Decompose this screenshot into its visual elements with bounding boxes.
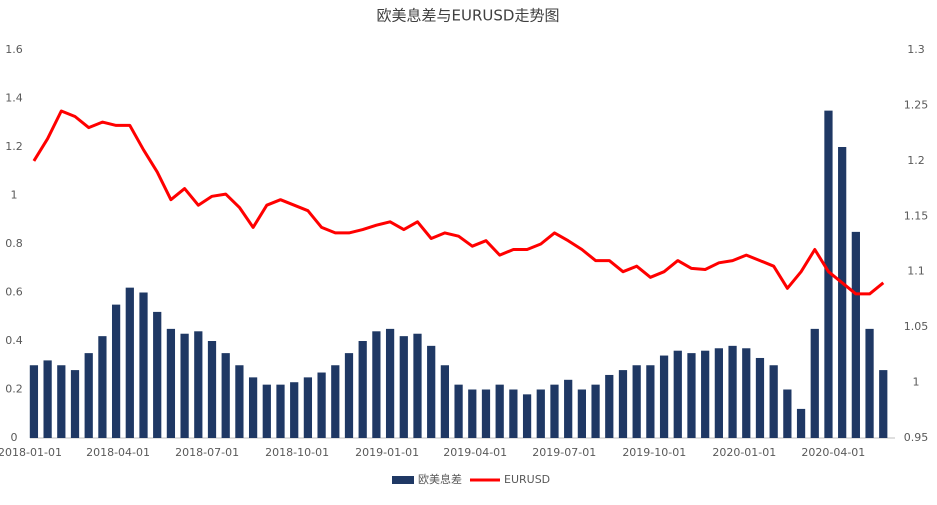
bar [851,231,860,438]
bar [481,389,491,438]
bar [646,365,655,438]
x-tick-label: 2019-07-01 [532,446,596,459]
bar [111,304,121,438]
x-tick-label: 2019-01-01 [355,446,419,459]
y2-tick-label: 1.15 [904,209,929,222]
bar [317,372,326,438]
bar [659,355,669,438]
line [32,109,885,296]
bar [262,384,271,438]
bar [98,336,107,438]
bar [714,348,723,438]
y-tick-label: 0 [11,431,18,444]
bar [139,292,148,438]
y2-tick-label: 1.1 [907,265,925,278]
bar [70,370,80,438]
x-tick-label: 2018-07-01 [175,446,239,459]
y-tick-label: 0.2 [5,383,23,396]
bar [536,389,545,438]
bar [180,333,189,438]
bar [372,331,381,438]
bar [810,328,819,438]
bar [522,394,532,438]
bar [413,333,422,438]
bar [632,365,641,438]
bar [701,350,710,438]
bar [125,287,134,438]
bar [879,370,888,438]
bar [331,365,340,438]
y-tick-label: 1.4 [5,92,23,105]
legend-swatch [392,476,414,484]
y2-tick-label: 1 [913,376,920,389]
bar [29,365,39,438]
bar [153,311,162,438]
bar [84,353,93,438]
bar [43,360,52,438]
bar [276,384,285,438]
bar [166,328,176,438]
y2-tick-label: 1.05 [904,320,929,333]
x-tick-label: 2019-10-01 [622,446,686,459]
y2-tick-label: 1.25 [904,98,929,111]
x-tick-label: 2020-04-01 [801,446,865,459]
bar [427,345,436,438]
x-tick-label: 2019-04-01 [443,446,507,459]
bar [221,353,230,438]
y-tick-label: 1 [11,189,18,202]
bar [235,365,244,438]
bar [564,379,573,438]
bar [838,147,847,438]
bar [440,365,450,438]
bar [303,377,313,438]
bar [783,389,792,438]
x-tick-label: 2018-04-01 [86,446,150,459]
bar [728,345,737,438]
bar [687,353,696,438]
bar [550,384,559,438]
bar [742,348,751,438]
bar [509,389,518,438]
y2-tick-label: 0.95 [904,431,929,444]
bar [57,365,66,438]
bar [824,110,833,438]
chart-title: 欧美息差与EURUSD走势图 [377,7,560,25]
bar [385,328,395,438]
bar [796,408,806,438]
bar [605,374,614,438]
bar [454,384,463,438]
legend-label: EURUSD [504,473,550,486]
bar [591,384,600,438]
y-tick-label: 0.4 [5,334,23,347]
y-tick-label: 0.8 [5,237,23,250]
legend-label: 欧美息差 [418,472,462,486]
bar [769,365,778,438]
bar [495,384,504,438]
y2-tick-label: 1.2 [907,154,925,167]
bar [290,382,299,438]
bar [248,377,258,438]
bar [207,341,217,438]
y-tick-label: 1.6 [5,43,23,56]
y-tick-label: 1.2 [5,140,23,153]
bar [194,331,203,438]
bar [755,357,765,438]
bar [468,389,477,438]
bar [673,350,682,438]
y2-tick-label: 1.3 [907,43,925,56]
x-tick-label: 2020-01-01 [712,446,776,459]
bar [577,389,586,438]
bar [618,370,628,438]
x-tick-label: 2018-10-01 [265,446,329,459]
bar [865,328,874,438]
y-tick-label: 0.6 [5,286,23,299]
bar [399,336,408,438]
bar [344,353,354,438]
bar [358,341,367,438]
x-tick-label: 2018-01-01 [0,446,62,459]
